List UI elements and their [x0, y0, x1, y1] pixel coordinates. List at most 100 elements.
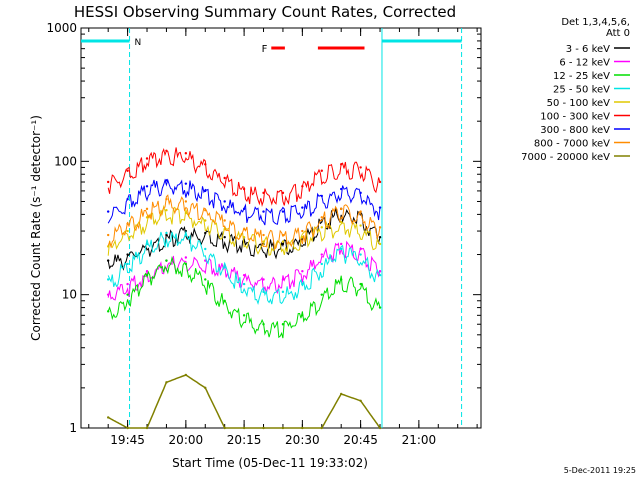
data-point: [301, 426, 304, 430]
series-7: [106, 194, 382, 250]
data-point: [301, 229, 304, 233]
data-point: [145, 269, 149, 273]
data-point: [339, 247, 343, 251]
data-point: [378, 306, 382, 309]
legend-label: 50 - 100 keV: [547, 98, 611, 109]
data-point: [281, 191, 285, 195]
series-8: [106, 373, 382, 430]
data-point: [106, 293, 110, 296]
data-point: [106, 416, 110, 419]
data-point: [204, 163, 207, 166]
data-point: [339, 278, 343, 281]
data-point: [223, 266, 226, 269]
data-point: [281, 210, 285, 213]
series-5: [106, 147, 382, 207]
data-point: [339, 207, 343, 211]
data-point: [301, 314, 304, 317]
data-point: [223, 426, 226, 430]
data-point: [281, 290, 285, 294]
data-point: [145, 185, 149, 188]
data-point: [126, 282, 129, 286]
data-point: [262, 290, 265, 294]
data-point: [223, 200, 226, 203]
series-4: [106, 204, 382, 256]
data-point: [242, 282, 246, 286]
legend-label: 25 - 50 keV: [553, 85, 610, 96]
data-point: [165, 209, 168, 212]
data-point: [262, 323, 265, 326]
series-3: [106, 229, 382, 306]
data-point: [106, 245, 110, 248]
legend-label: 12 - 25 keV: [553, 71, 610, 82]
data-point: [242, 314, 246, 317]
data-point: [281, 240, 285, 243]
data-point: [281, 278, 285, 281]
data-point: [106, 310, 110, 313]
data-point: [320, 426, 323, 430]
x-tick-label: 20:15: [227, 433, 262, 447]
data-point: [106, 259, 110, 262]
data-point: [262, 191, 265, 195]
data-point: [126, 169, 129, 172]
data-point: [204, 209, 207, 212]
series-line: [107, 207, 381, 271]
data-point: [184, 262, 188, 266]
data-point: [223, 235, 226, 239]
data-point: [301, 185, 304, 188]
data-point: [126, 253, 129, 256]
legend-label: 6 - 12 keV: [559, 58, 610, 69]
series-6: [106, 178, 382, 226]
x-tick-label: 20:45: [343, 433, 378, 447]
data-point: [320, 293, 323, 296]
legend: Det 1,3,4,5,6,Att 0 3 - 6 keV 6 - 12 keV 12…: [521, 17, 630, 163]
data-point: [145, 242, 149, 246]
data-point: [339, 163, 343, 166]
data-point: [378, 206, 382, 209]
data-point: [301, 282, 304, 286]
series-2: [106, 255, 382, 339]
y-axis-label: Corrected Count Rate (s⁻¹ detector⁻¹): [29, 115, 43, 341]
data-point: [165, 197, 168, 201]
data-point: [106, 278, 110, 281]
data-point: [378, 269, 382, 273]
data-point: [204, 278, 207, 281]
data-point: [242, 207, 246, 211]
data-marks: NF: [81, 28, 463, 430]
data-point: [378, 226, 382, 229]
data-point: [184, 182, 188, 185]
data-point: [262, 240, 265, 243]
data-point: [359, 191, 362, 195]
data-point: [378, 242, 382, 246]
data-point: [223, 299, 226, 302]
data-point: [184, 373, 188, 377]
data-point: [165, 381, 168, 384]
data-point: [378, 180, 382, 184]
x-axis-label: Start Time (05-Dec-11 19:33:02): [172, 456, 368, 470]
data-point: [378, 235, 382, 239]
data-point: [204, 386, 207, 390]
data-point: [262, 233, 265, 237]
data-point: [262, 210, 265, 213]
data-point: [126, 426, 129, 430]
data-point: [339, 187, 343, 191]
data-point: [281, 233, 285, 237]
series-line: [107, 255, 381, 339]
data-point: [339, 392, 343, 396]
data-point: [145, 207, 149, 211]
data-point: [184, 211, 188, 215]
data-point: [320, 253, 323, 256]
data-point: [106, 180, 110, 184]
legend-label: 7000 - 20000 keV: [521, 152, 610, 163]
annotation-n: N: [135, 38, 142, 48]
data-point: [262, 426, 265, 430]
data-point: [281, 426, 285, 430]
data-point: [301, 269, 304, 273]
data-point: [165, 231, 168, 235]
data-point: [184, 256, 188, 259]
series-line: [107, 204, 381, 256]
data-point: [204, 219, 207, 222]
data-point: [165, 259, 168, 262]
data-point: [320, 262, 323, 266]
data-point: [242, 426, 246, 430]
